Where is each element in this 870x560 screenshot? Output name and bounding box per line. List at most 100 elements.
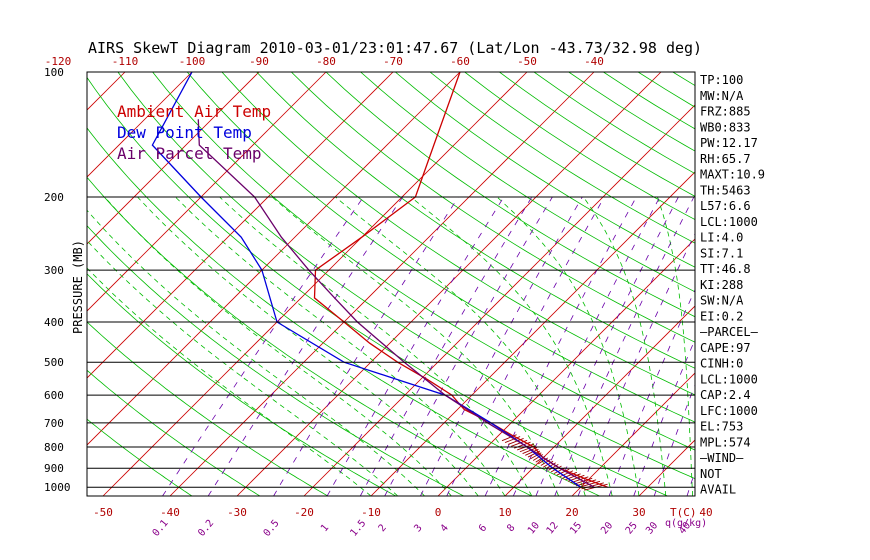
isotherm-line — [504, 305, 695, 496]
dry-adiabat-line — [87, 176, 532, 496]
isotherm-line — [169, 72, 595, 496]
moist-adiabat-line — [219, 196, 533, 496]
pressure-tick-label: 1000 — [44, 481, 71, 494]
bottom-temp-tick-label: 40 — [699, 506, 712, 519]
legend-ambient: Ambient Air Temp — [117, 102, 271, 121]
mixing-ratio-tick-label: 20 — [599, 520, 615, 536]
top-temp-tick-label: -60 — [450, 55, 470, 68]
top-temp-tick-label: -120 — [45, 55, 72, 68]
moist-adiabat-line — [583, 196, 667, 496]
mixing-ratio-line — [420, 196, 583, 496]
dry-adiabat-line — [186, 72, 695, 423]
side-panel-item: TT:46.8 — [700, 262, 751, 276]
dry-adiabat-line — [117, 72, 695, 480]
mixing-ratio-tick-label: 6 — [477, 523, 489, 535]
dry-adiabat-line — [291, 72, 695, 343]
side-panel-item: EI:0.2 — [700, 309, 743, 323]
side-panel-item: KI:288 — [700, 278, 743, 292]
dry-adiabat-line — [464, 72, 695, 221]
isobars — [87, 196, 695, 488]
mixing-ratio-tick-label: 0.5 — [262, 518, 282, 539]
top-temp-tick-label: -40 — [584, 55, 604, 68]
side-panel-item: MPL:574 — [700, 435, 751, 449]
top-temp-tick-label: -80 — [316, 55, 336, 68]
bottom-temp-tick-label: 0 — [435, 506, 442, 519]
side-panel-item: —PARCEL— — [700, 325, 759, 339]
mixing-ratio-line — [273, 196, 459, 496]
mixing-ratio-tick-label: 0.2 — [196, 518, 216, 539]
mixing-ratio-line — [653, 384, 695, 496]
top-temp-tick-label: -50 — [517, 55, 537, 68]
dry-adiabat-line — [87, 369, 261, 496]
isotherm-line — [303, 104, 695, 496]
moist-adiabat-line — [496, 196, 640, 496]
isotherm-line — [0, 72, 58, 496]
dry-adiabat-line — [499, 72, 695, 197]
side-panel-item: SW:N/A — [700, 294, 744, 308]
pressure-tick-label: 300 — [44, 264, 64, 277]
side-panel-item: PW:12.17 — [700, 136, 758, 150]
mixing-ratio-unit-label: q(g/kg) — [665, 518, 707, 529]
pressure-tick-label: 800 — [44, 441, 64, 454]
moist-adiabat-line — [137, 196, 479, 496]
mixing-ratio-line — [384, 196, 553, 496]
bottom-temp-tick-label: -50 — [93, 506, 113, 519]
plot-frame — [86, 71, 696, 497]
mixing-ratio-tick-label: 8 — [505, 523, 517, 535]
top-temp-tick-label: -100 — [179, 55, 206, 68]
mixing-ratio-line — [326, 196, 505, 496]
side-panel-item: LI:4.0 — [700, 231, 743, 245]
mixing-ratio-line — [359, 196, 533, 496]
side-panel-item: CAPE:97 — [700, 341, 751, 355]
mixing-ratio-tick-label: 0.1 — [151, 518, 171, 539]
mixing-ratio-line — [535, 196, 679, 496]
ambient-temp-line — [313, 72, 608, 488]
mixing-ratio-tick-label: 2 — [377, 523, 389, 535]
side-panel-item: LCL:1000 — [700, 215, 758, 229]
isotherm-line — [87, 72, 461, 446]
mixing-ratio-line — [446, 196, 605, 496]
cape-hatch-line — [559, 470, 574, 478]
cape-hatch-line — [562, 471, 577, 479]
dry-adiabat-line — [87, 418, 193, 496]
dry-adiabat-line — [325, 72, 695, 318]
temp-unit-label: T(C) — [670, 506, 697, 519]
side-panel-item: MW:N/A — [700, 89, 744, 103]
pressure-tick-label: 600 — [44, 389, 64, 402]
dry-adiabat-line — [87, 225, 464, 496]
mixing-ratio-tick-label: 12 — [545, 520, 561, 536]
mixing-ratio-tick-label: 15 — [568, 520, 584, 536]
side-panel-item: NOT — [700, 467, 722, 481]
mixing-ratio-tick-label: 4 — [439, 523, 451, 535]
mixing-ratio-tick-label: 3 — [412, 523, 424, 535]
pressure-tick-label: 700 — [44, 417, 64, 430]
dry-adiabat-line — [256, 72, 695, 369]
side-panel-item: MAXT:10.9 — [700, 168, 765, 182]
side-panel-item: —WIND— — [700, 451, 744, 465]
mixing-ratio-tick-label: 1.5 — [348, 518, 368, 539]
moist-adiabat-line — [657, 196, 693, 496]
isotherm-line — [87, 72, 126, 111]
dry-adiabat-line — [395, 72, 695, 268]
isotherm-line — [87, 72, 327, 312]
dry-adiabat-line — [360, 72, 695, 293]
y-axis-label: PRESSURE (MB) — [71, 240, 85, 334]
dry-adiabat-line — [812, 72, 870, 496]
pressure-tick-label: 900 — [44, 462, 64, 475]
isotherm-line — [236, 72, 662, 496]
pressure-tick-label: 100 — [44, 66, 64, 79]
side-panel-item: EL:753 — [700, 420, 743, 434]
mixing-ratio-tick-label: 25 — [624, 520, 640, 536]
dry-adiabat-line — [221, 72, 695, 396]
parcel-temp-line — [197, 119, 595, 488]
isotherm-line — [773, 72, 870, 496]
dry-adiabat-line — [742, 72, 870, 496]
cape-hatch-line — [550, 465, 562, 473]
legend-parcel: Air Parcel Temp — [117, 144, 262, 163]
cape-hatch-line — [548, 464, 559, 471]
dry-adiabat-line — [87, 127, 600, 496]
isotherm-line — [87, 72, 193, 178]
mixing-ratio-line — [554, 196, 695, 496]
mixing-ratio-tick-label: 1 — [319, 523, 331, 535]
